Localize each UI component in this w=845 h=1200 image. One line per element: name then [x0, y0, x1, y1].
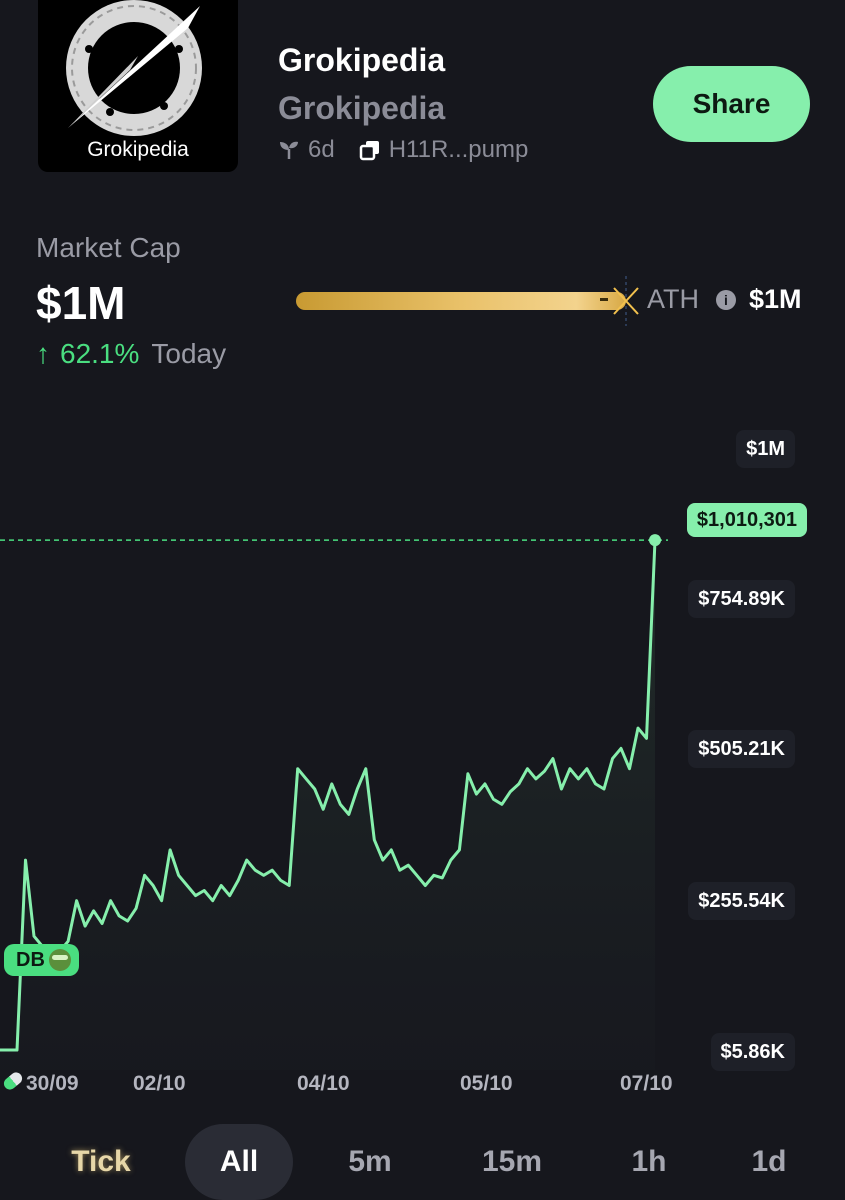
current-price-point [649, 534, 661, 547]
arrow-up-icon: ↑ [36, 338, 50, 369]
token-name: Grokipedia [278, 42, 446, 78]
x-tick-label: 05/10 [460, 1072, 513, 1095]
sprout-icon [280, 141, 298, 159]
market-cap-label: Market Cap [36, 232, 181, 263]
share-button[interactable]: Share [653, 66, 810, 142]
tab-5m[interactable]: 5m [348, 1145, 392, 1178]
y-tick-label: $754.89K [688, 580, 795, 618]
current-price-label: $1,010,301 [686, 503, 807, 537]
grokipedia-logo-icon [66, 0, 202, 136]
token-logo: Grokipedia [38, 0, 238, 172]
trade-marker[interactable]: DB [4, 944, 79, 976]
x-tick-label: 04/10 [297, 1072, 350, 1095]
tab-15m[interactable]: 15m [481, 1145, 543, 1178]
logo-caption: Grokipedia [87, 138, 189, 161]
change-period: Today [151, 338, 227, 369]
token-age-value: 6d [308, 136, 335, 163]
y-tick-label: $255.54K [688, 882, 795, 920]
trade-marker-label: DB [16, 948, 45, 971]
chart-area-fill [0, 540, 655, 1070]
contract-address-value[interactable]: H11R...pump [388, 136, 529, 163]
x-tick-label: 07/10 [620, 1072, 673, 1095]
market-cap-value: $1M [36, 277, 126, 329]
tab-all[interactable]: All [185, 1124, 293, 1200]
ath-label: ATH [647, 284, 699, 314]
change-percent: 62.1% [60, 338, 140, 369]
x-tick-label: 02/10 [133, 1072, 186, 1095]
ath-progress-bar [296, 292, 626, 310]
token-age: 6d [278, 136, 335, 164]
info-icon[interactable]: i [716, 290, 736, 310]
copy-icon[interactable] [359, 139, 381, 161]
chart-series-line [0, 540, 657, 1052]
token-meta: 6d H11R...pump [278, 136, 528, 164]
sparkle-icon [600, 276, 639, 326]
contract-address[interactable]: H11R...pump [359, 136, 529, 164]
timeframe-tabs: Tick All 5m 15m 1h 1d [0, 1124, 845, 1200]
y-tick-label: $1M [736, 430, 795, 468]
token-ticker: Grokipedia [278, 90, 446, 126]
frog-avatar-icon [48, 949, 71, 971]
x-tick-label: 30/09 [26, 1072, 79, 1095]
market-cap-change: ↑ 62.1% Today [36, 338, 226, 370]
y-tick-label: $505.21K [688, 730, 795, 768]
tab-tick[interactable]: Tick [71, 1145, 131, 1178]
tab-1h[interactable]: 1h [631, 1145, 667, 1178]
ath-value: $1M [749, 284, 802, 314]
y-tick-label: $5.86K [710, 1033, 795, 1071]
market-cap-chart[interactable] [0, 410, 845, 1110]
tab-1d[interactable]: 1d [751, 1145, 787, 1178]
